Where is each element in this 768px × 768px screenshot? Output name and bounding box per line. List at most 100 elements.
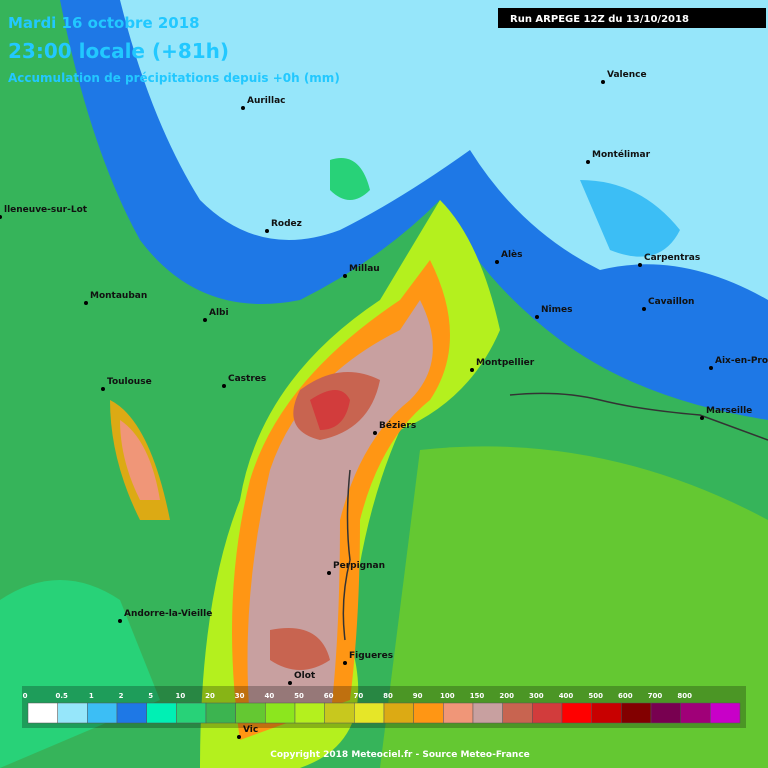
city-label: Aix-en-Prov: [715, 356, 768, 366]
city-labels: Aurillac Valence Montélimar Rodez lleneuve-s…: [0, 70, 768, 739]
legend-swatch: [116, 702, 147, 724]
city-label: Millau: [349, 264, 380, 274]
legend-swatch: [650, 702, 681, 724]
city-label: Montauban: [90, 291, 147, 301]
legend-swatch: [502, 702, 533, 724]
city-dot: [343, 661, 347, 665]
legend-swatch: [443, 702, 474, 724]
city-label: Carpentras: [644, 253, 700, 263]
city-label: Béziers: [379, 420, 416, 431]
legend-label: 700: [648, 692, 663, 700]
legend-swatch: [146, 702, 177, 724]
legend-label: 20: [205, 692, 215, 700]
city-dot: [601, 80, 605, 84]
city-label: Perpignan: [333, 561, 385, 571]
legend-label: 150: [470, 692, 485, 700]
map-date: Mardi 16 octobre 2018: [8, 14, 200, 32]
city-dot: [288, 681, 292, 685]
city-label: Rodez: [271, 219, 302, 229]
run-box: [498, 8, 766, 28]
city-label: Marseille: [706, 406, 752, 416]
city-label: Albi: [209, 308, 229, 318]
city-dot: [470, 368, 474, 372]
legend-swatch: [354, 702, 385, 724]
copyright: Copyright 2018 Meteociel.fr - Source Met…: [270, 750, 530, 760]
city-label: Valence: [607, 70, 647, 80]
legend-label: 30: [235, 692, 245, 700]
city-dot: [237, 735, 241, 739]
legend-label: 800: [677, 692, 692, 700]
legend-swatch: [532, 702, 563, 724]
legend-swatch: [561, 702, 592, 724]
city-dot: [709, 366, 713, 370]
city-dot: [84, 301, 88, 305]
legend-swatch: [205, 702, 236, 724]
legend-label: 70: [353, 692, 363, 700]
legend-swatch: [472, 702, 503, 724]
legend-label: 100: [440, 692, 455, 700]
city-label: Olot: [294, 671, 316, 681]
legend-label: 0.5: [55, 692, 68, 700]
city-dot: [343, 274, 347, 278]
legend-swatch: [591, 702, 622, 724]
legend-label: 5: [148, 692, 153, 700]
legend-swatch: [176, 702, 207, 724]
city-label: Aurillac: [247, 96, 285, 106]
city-dot: [700, 416, 704, 420]
legend-swatch: [413, 702, 444, 724]
city-dot: [101, 387, 105, 391]
legend-swatch: [235, 702, 266, 724]
legend-label: 10: [175, 692, 185, 700]
legend-label: 50: [294, 692, 304, 700]
city-label: Andorre-la-Vieille: [124, 609, 212, 619]
city-dot: [586, 160, 590, 164]
city-label: Castres: [228, 374, 266, 384]
city-dot: [222, 384, 226, 388]
city-dot: [373, 431, 377, 435]
city-label: Vic: [243, 725, 258, 735]
city-dot: [535, 315, 539, 319]
legend-label: 90: [413, 692, 423, 700]
header: Mardi 16 octobre 2018 23:00 locale (+81h…: [8, 8, 766, 85]
map-time: 23:00 locale (+81h): [8, 39, 229, 63]
legend-swatch: [294, 702, 325, 724]
legend-label: 40: [264, 692, 274, 700]
city-label: Nîmes: [541, 305, 572, 315]
city-label: Montélimar: [592, 149, 651, 160]
legend-swatch: [710, 702, 741, 724]
legend-label: 1: [89, 692, 94, 700]
city-label: Figueres: [349, 651, 393, 661]
legend-swatch: [324, 702, 355, 724]
legend-label: 400: [559, 692, 574, 700]
city-dot: [0, 215, 2, 219]
city-dot: [241, 106, 245, 110]
city-label: lleneuve-sur-Lot: [4, 205, 88, 215]
city-label: Cavaillon: [648, 297, 694, 307]
map-field: Accumulation de précipitations depuis +0…: [8, 71, 340, 85]
city-dot: [203, 318, 207, 322]
legend-swatch: [57, 702, 88, 724]
run-label: Run ARPEGE 12Z du 13/10/2018: [510, 14, 689, 25]
city-label: Alès: [501, 249, 523, 260]
legend-swatch: [87, 702, 118, 724]
city-label: Montpellier: [476, 358, 535, 368]
legend-swatch: [27, 702, 58, 724]
legend-label: 500: [588, 692, 603, 700]
legend-swatch: [383, 702, 414, 724]
legend-label: 60: [324, 692, 334, 700]
legend-label: 0: [23, 692, 28, 700]
legend-label: 300: [529, 692, 544, 700]
city-dot: [495, 260, 499, 264]
city-dot: [118, 619, 122, 623]
legend-swatch: [680, 702, 711, 724]
legend-label: 200: [499, 692, 514, 700]
color-legend: 0 0.5 1 2 5 10 20 30 40 50 60 70 80 90 100 150 200 300 400…: [22, 686, 746, 728]
legend-label: 80: [383, 692, 393, 700]
legend-swatch: [621, 702, 652, 724]
city-dot: [642, 307, 646, 311]
city-dot: [265, 229, 269, 233]
city-dot: [638, 263, 642, 267]
legend-label: 600: [618, 692, 633, 700]
